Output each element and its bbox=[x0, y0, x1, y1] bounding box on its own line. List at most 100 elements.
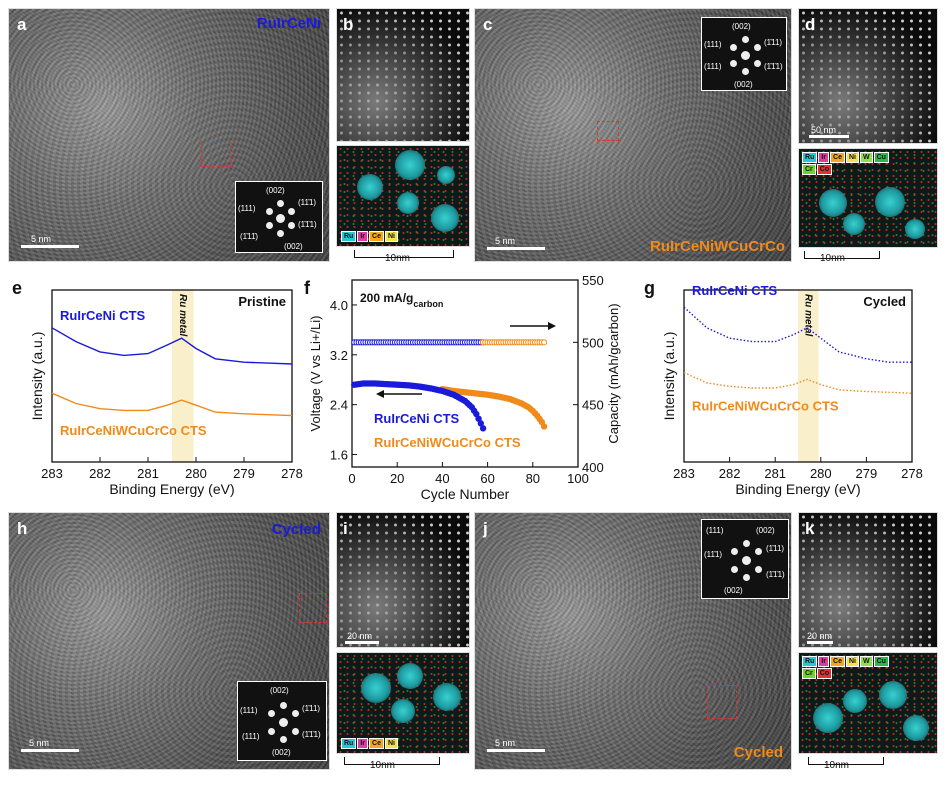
fft-index: (002) bbox=[724, 586, 743, 595]
series-line bbox=[683, 371, 913, 394]
y-tick-label: 1.6 bbox=[330, 448, 348, 463]
element-chip: Ce bbox=[369, 231, 384, 242]
y-axis-label: Voltage (V vs Li+/Li) bbox=[308, 316, 323, 432]
element-chip: Ru bbox=[341, 231, 357, 242]
panel-title: RuIrCeNi bbox=[256, 15, 321, 32]
element-chip: Cr bbox=[802, 668, 816, 679]
panel-d-eds-map: Ru Ir Ce Ni W Cu Cr Co bbox=[798, 148, 938, 248]
band-label: Ru metal bbox=[802, 294, 813, 336]
element-chip: Ru bbox=[341, 738, 357, 749]
scale-bar-label: 5 nm bbox=[495, 236, 516, 246]
fft-index: (1̄11) bbox=[764, 38, 783, 47]
panel-letter: e bbox=[12, 278, 22, 298]
element-chip: Ir bbox=[818, 656, 830, 667]
fft-index: (11̄1) bbox=[298, 198, 317, 207]
arrow-left-head-icon bbox=[376, 390, 384, 398]
y-tick-label: 4.0 bbox=[330, 298, 348, 313]
x-tick-label: 279 bbox=[856, 466, 878, 481]
series-label: RuIrCeNiWCuCrCo CTS bbox=[374, 435, 521, 450]
fft-index: (1̄11) bbox=[766, 544, 785, 553]
scale-bar-label: 10nm bbox=[824, 760, 850, 771]
scale-bar bbox=[487, 749, 545, 752]
fft-index: (002) bbox=[734, 80, 753, 89]
element-chip: Co bbox=[816, 164, 833, 175]
chart-e-xps-pristine: e Ru metal Pristine 283 282 281 280 279 278 Bindi… bbox=[12, 278, 303, 497]
element-chip: Ce bbox=[369, 738, 384, 749]
chart-title: 200 mA/gcarbon bbox=[360, 291, 443, 309]
panel-letter: k bbox=[805, 519, 815, 538]
element-chip: Ir bbox=[818, 152, 830, 163]
element-chip: W bbox=[859, 656, 873, 667]
fft-index: (1̄1̄1) bbox=[764, 62, 783, 71]
roi-box bbox=[201, 141, 231, 167]
fft-index: (002) bbox=[756, 526, 775, 535]
series-label: RuIrCeNi CTS bbox=[692, 283, 778, 298]
panel-letter: j bbox=[483, 519, 488, 538]
scale-bar-label: 5 nm bbox=[29, 738, 50, 748]
fft-index: (1̄11) bbox=[302, 704, 321, 713]
scale-bar-label: 20 nm bbox=[347, 631, 373, 641]
scale-bar-label: 50 nm bbox=[811, 125, 837, 135]
element-legend: Ru Ir Ce Ni bbox=[341, 231, 398, 242]
y-axis-label: Intensity (a.u.) bbox=[29, 332, 45, 421]
fft-index: (1̄1̄1) bbox=[766, 570, 785, 579]
chart-title: Cycled bbox=[863, 294, 906, 309]
fft-inset: (002) (111) (1̄11) (111) (1̄1̄1) (002) bbox=[237, 681, 327, 761]
panel-i-eds-map: Ru Ir Ce Ni bbox=[336, 652, 470, 754]
fft-inset: (111) (002) (11̄1) (1̄11) (1̄1̄1) (002) bbox=[701, 519, 789, 599]
scale-bar bbox=[21, 749, 79, 752]
y2-tick-label: 550 bbox=[582, 273, 604, 288]
element-chip: Ir bbox=[357, 738, 369, 749]
element-chip: Ni bbox=[384, 738, 398, 749]
scale-bar-label: 5 nm bbox=[495, 738, 516, 748]
series-label: RuIrCeNiWCuCrCo CTS bbox=[60, 423, 207, 438]
voltage-point bbox=[477, 420, 485, 427]
fft-index: (1̄1̄1) bbox=[302, 730, 321, 739]
x-tick-label: 100 bbox=[567, 471, 589, 486]
series-label: RuIrCeNi CTS bbox=[60, 308, 146, 323]
x-tick-label: 0 bbox=[348, 471, 355, 486]
fft-index: (111) bbox=[242, 732, 260, 741]
element-chip: W bbox=[859, 152, 873, 163]
x-tick-label: 60 bbox=[480, 471, 494, 486]
y2-axis-label: Capacity (mAh/gcarbon) bbox=[606, 303, 621, 443]
x-tick-label: 280 bbox=[185, 466, 207, 481]
y2-tick-label: 500 bbox=[582, 335, 604, 350]
element-legend: Ru Ir Ce Ni W Cu Cr Co bbox=[802, 656, 902, 679]
x-tick-label: 281 bbox=[764, 466, 786, 481]
fft-index: (002) bbox=[272, 748, 291, 757]
panel-letter: i bbox=[343, 519, 348, 538]
element-chip: Ir bbox=[357, 231, 369, 242]
plot-frame bbox=[51, 289, 293, 463]
fft-index: (002) bbox=[270, 686, 289, 695]
roi-box bbox=[299, 593, 327, 623]
chart-f-cycling: f 200 mA/gcarbon 0 20 40 60 80 100 1.6 2.4 3.2 4.0 4… bbox=[304, 273, 621, 502]
scale-bar bbox=[21, 245, 79, 248]
element-chip: Cr bbox=[802, 164, 816, 175]
panel-k-haadf: k 20 nm bbox=[798, 512, 938, 648]
panel-letter: d bbox=[805, 15, 816, 34]
x-tick-label: 40 bbox=[435, 471, 449, 486]
y-axis-label: Intensity (a.u.) bbox=[661, 332, 677, 421]
element-chip: Ce bbox=[830, 152, 845, 163]
y-tick-label: 2.4 bbox=[330, 398, 348, 413]
scale-bar bbox=[809, 135, 849, 138]
x-tick-label: 281 bbox=[137, 466, 159, 481]
series-label: RuIrCeNiWCuCrCo CTS bbox=[692, 399, 839, 414]
band-label: Ru metal bbox=[177, 294, 188, 336]
panel-b-haadf: b bbox=[336, 8, 470, 142]
element-chip: Ni bbox=[384, 231, 398, 242]
x-axis-label: Binding Energy (eV) bbox=[109, 481, 234, 497]
series-line bbox=[51, 392, 293, 417]
panel-c-hrtem: c (002) (111) (1̄11) (111) (1̄1̄1) (002)… bbox=[474, 8, 792, 262]
scale-bar bbox=[345, 641, 379, 644]
panel-i-haadf: i 20 nm bbox=[336, 512, 470, 648]
panel-letter: a bbox=[17, 15, 27, 34]
x-tick-label: 279 bbox=[233, 466, 255, 481]
scale-bar bbox=[487, 247, 545, 250]
fft-index: (002) bbox=[284, 242, 303, 251]
panel-letter: f bbox=[304, 278, 311, 298]
scale-bar bbox=[808, 757, 884, 765]
fft-index: (1̄11̄) bbox=[240, 232, 259, 241]
panel-a-hrtem: a RuIrCeNi (002) (111) (11̄1) (1̄1̄1) (1… bbox=[8, 8, 330, 262]
